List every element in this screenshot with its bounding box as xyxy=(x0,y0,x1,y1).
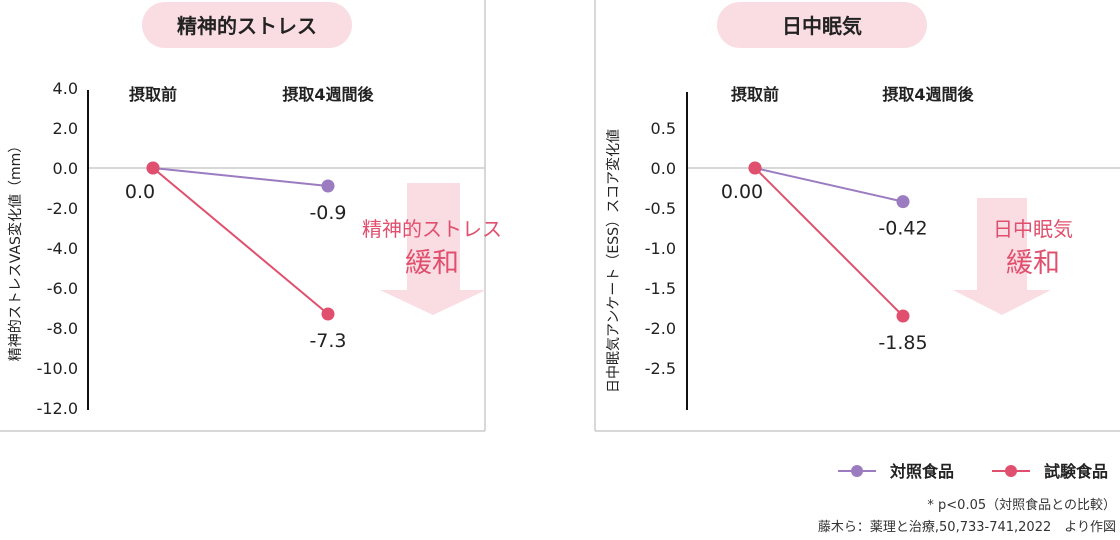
annotation-relief: 緩和 xyxy=(1006,248,1060,279)
data-point-test xyxy=(146,161,160,175)
y-tick-label: -8.0 xyxy=(47,319,78,338)
data-point-control xyxy=(321,179,335,193)
series-line-test xyxy=(754,167,904,317)
annotation-label: 日中眠気 xyxy=(993,217,1073,241)
down-arrow-icon xyxy=(380,183,486,315)
y-tick-label: 4.0 xyxy=(53,79,78,98)
title-pill xyxy=(142,2,352,48)
y-tick-label: 0.5 xyxy=(651,119,676,138)
down-arrow-icon xyxy=(953,198,1051,315)
series-line-control xyxy=(152,167,329,187)
legend-marker xyxy=(851,465,863,477)
y-tick-label: -1.5 xyxy=(645,279,676,298)
y-tick-label: -10.0 xyxy=(37,359,78,378)
y-tick-label: 0.0 xyxy=(651,159,676,178)
y-tick-label: -1.0 xyxy=(645,239,676,258)
category-label: 摂取前 xyxy=(129,85,177,104)
y-tick-label: -4.0 xyxy=(47,239,78,258)
annotation-relief: 緩和 xyxy=(405,248,459,279)
legend-marker xyxy=(1005,465,1017,477)
annotation-label: 精神的ストレス xyxy=(362,217,502,241)
y-tick-label: -12.0 xyxy=(37,399,78,418)
y-tick-label: -0.5 xyxy=(645,199,676,218)
data-point-test xyxy=(748,161,762,175)
data-label: 0.00 xyxy=(721,181,763,203)
footnote: * p<0.05（対照食品との比較） xyxy=(927,498,1116,513)
category-label: 摂取4週間後 xyxy=(882,85,974,104)
data-label: -1.85 xyxy=(878,332,927,354)
category-label: 摂取4週間後 xyxy=(282,85,374,104)
y-axis-title: 精神的ストレスVAS変化値（mm） xyxy=(7,139,24,361)
series-line-control xyxy=(754,167,904,203)
y-tick-label: -6.0 xyxy=(47,279,78,298)
y-tick-label: -2.0 xyxy=(645,319,676,338)
source-citation: 藤木ら：薬理と治療,50,733-741,2022 より作図 xyxy=(817,520,1116,535)
chart-title: 精神的ストレス xyxy=(177,14,317,38)
chart-title: 日中眠気 xyxy=(782,14,862,38)
data-label: -0.42 xyxy=(878,218,927,240)
y-axis-title: 日中眠気アンケート（ESS）スコア変化値 xyxy=(605,129,622,393)
data-point-test xyxy=(896,309,910,323)
legend-label: 対照食品 xyxy=(889,462,954,481)
legend-label: 試験食品 xyxy=(1044,462,1108,481)
data-label: -0.9 xyxy=(309,202,346,224)
data-label: 0.0 xyxy=(125,181,155,203)
data-point-control xyxy=(896,195,910,209)
y-tick-label: 0.0 xyxy=(53,159,78,178)
y-tick-label: -2.0 xyxy=(47,199,78,218)
series-line-test xyxy=(152,167,329,315)
category-label: 摂取前 xyxy=(731,85,779,104)
data-label: -7.3 xyxy=(309,330,346,352)
title-pill xyxy=(717,2,927,48)
data-point-test xyxy=(321,307,335,321)
y-tick-label: 2.0 xyxy=(53,119,78,138)
y-tick-label: -2.5 xyxy=(645,359,676,378)
